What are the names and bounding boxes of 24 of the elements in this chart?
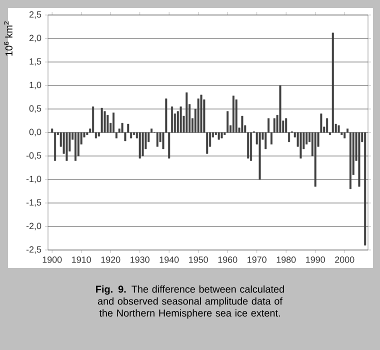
x-tick-label: 1940 [160,256,179,263]
x-tick-label: 1900 [42,256,62,263]
y-tick-label: -0,5 [26,152,42,160]
y-tick-label: 2,5 [29,11,42,19]
y-tick-label: 1,0 [30,82,42,90]
x-tick-label: 1960 [218,256,238,263]
x-tick-label: 1910 [72,256,91,263]
text: Fig. 9. The difference between calculated and observed seasonal amplitude data of the Northern Hemisphere sea ice extent. [96,285,284,319]
x-tick-label: 1990 [306,256,325,263]
y-tick-label: 0,5 [29,105,42,113]
x-tick-label: 2000 [335,256,354,263]
y-tick-label: -2,5 [26,246,42,254]
x-tick-label: 1970 [248,256,266,263]
x-tick-label: 1920 [101,256,120,263]
y-tick-label: 1,5 [30,58,42,66]
x-tick-label: 1930 [130,256,150,263]
y-tick-label: 2,0 [29,34,42,42]
y-axis-title: 10$^{6}$ km$^{2}$ [4,21,12,56]
y-tick-label: -2,0 [26,222,42,230]
y-tick-label: -1,5 [26,199,42,207]
x-tick-label: 1950 [189,256,208,263]
y-tick-label: 0,0 [29,128,42,136]
y-tick-label: -1,0 [26,176,42,184]
x-tick-label: 1980 [276,256,296,263]
